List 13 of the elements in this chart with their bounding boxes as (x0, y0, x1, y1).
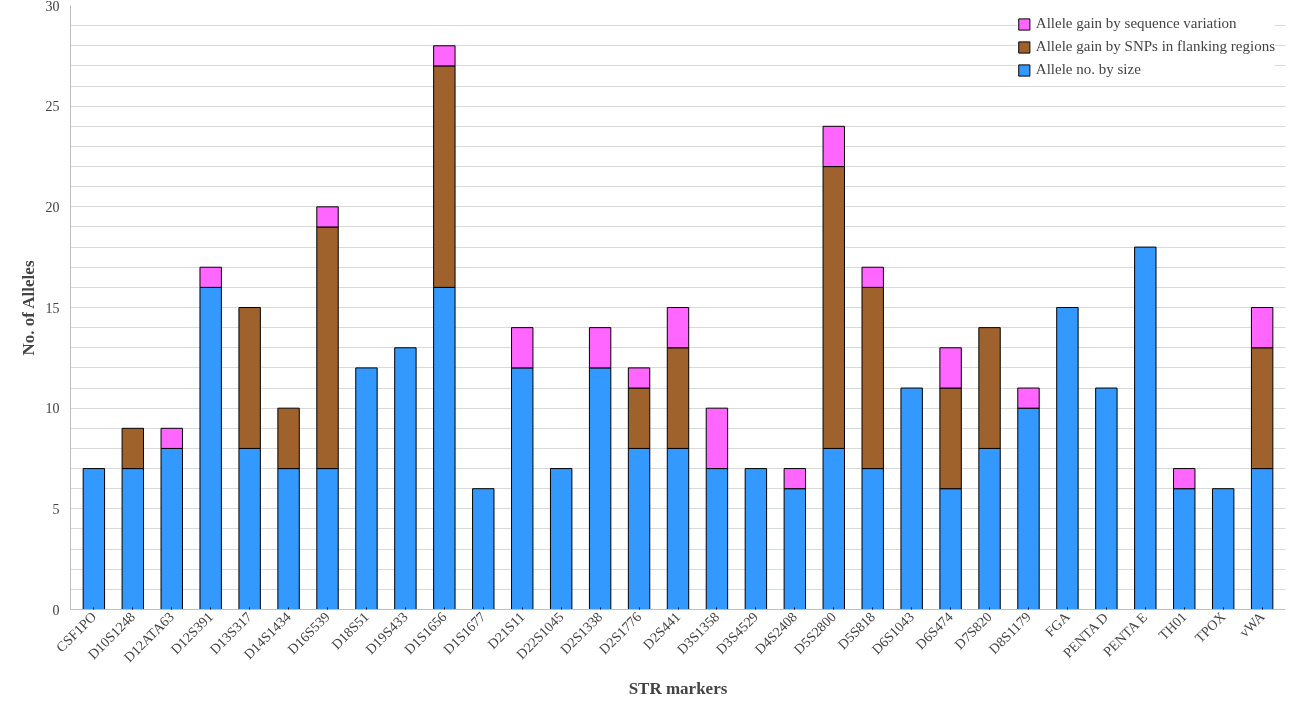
y-tick-label: 5 (52, 501, 60, 517)
y-axis-title: No. of Alleles (18, 260, 38, 356)
x-tick-label: vWA (1236, 608, 1269, 641)
x-axis-title: STR markers (628, 678, 728, 698)
legend-label: Allele gain by sequence variation (1035, 15, 1237, 32)
y-tick-label: 25 (45, 99, 60, 115)
y-tick-label: 10 (45, 401, 60, 417)
y-tick-label: 15 (45, 300, 60, 316)
y-tick-label: 30 (45, 0, 60, 14)
legend-label: Allele no. by size (1035, 61, 1141, 78)
legend-label: Allele gain by SNPs in flanking regions (1035, 38, 1275, 55)
y-tick-label: 20 (45, 199, 60, 215)
y-tick-label: 0 (52, 602, 60, 618)
